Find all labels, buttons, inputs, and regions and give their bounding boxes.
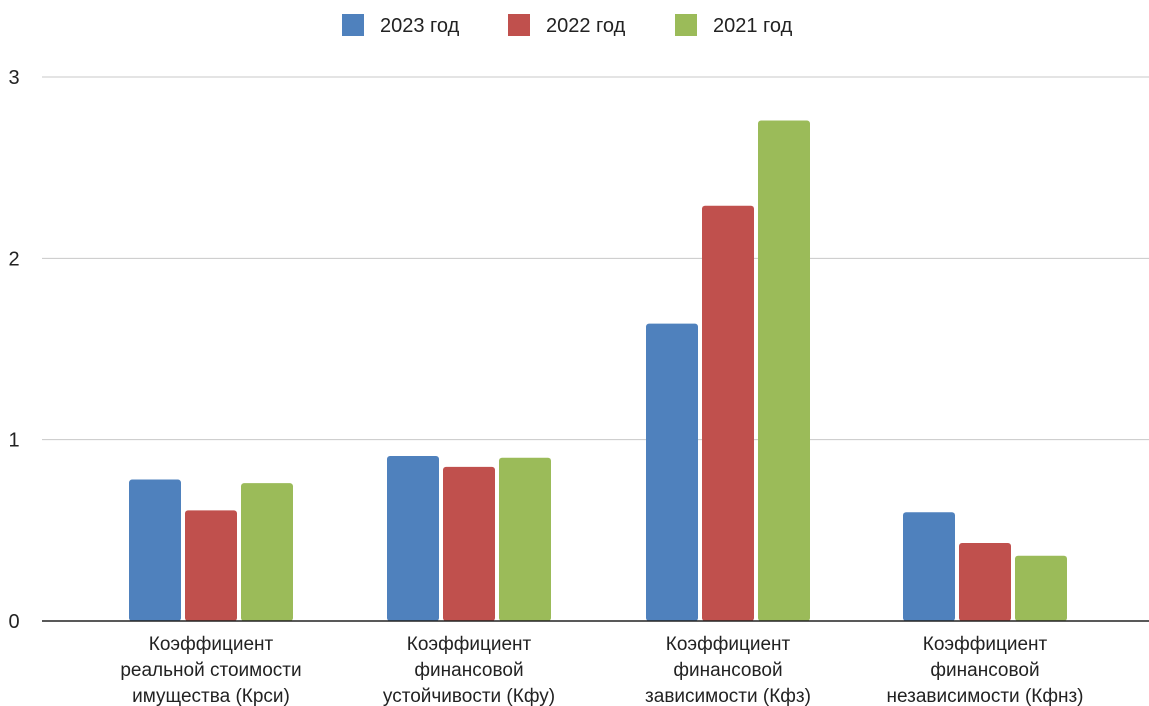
bar-2021-год-2 — [758, 120, 810, 622]
x-category-label: Коэффициент финансовой независимости (Кфнз… — [886, 634, 1083, 706]
x-category-label-line: финансовой — [930, 660, 1039, 681]
legend-swatch — [675, 14, 697, 36]
legend-label: 2021 год — [713, 15, 793, 37]
bar-2022-год-3 — [959, 543, 1011, 621]
bar-2021-год-1 — [499, 457, 551, 621]
bar-2023-год-3 — [903, 512, 955, 621]
gridlines — [42, 76, 1149, 441]
x-category-label-line: финансовой — [673, 660, 782, 681]
x-category-label: Коэффициент реальной стоимости имущества (… — [120, 634, 301, 706]
legend-label: 2023 год — [380, 15, 460, 37]
y-axis-ticks: 0 1 2 3 — [8, 67, 19, 633]
legend-swatch — [508, 14, 530, 36]
y-tick-label: 3 — [8, 67, 19, 89]
bar-2023-год-1 — [387, 455, 439, 621]
x-category-label: Коэффициент финансовой устойчивости (Кфу) — [383, 634, 555, 706]
legend-swatch — [342, 14, 364, 36]
bar-2021-год-0 — [241, 483, 293, 621]
bar-2022-год-0 — [185, 510, 237, 621]
x-category-label-line: Коэффициент — [923, 634, 1048, 655]
y-tick-label: 0 — [8, 611, 19, 633]
x-axis-category-labels: Коэффициент реальной стоимости имущества (… — [120, 634, 1083, 706]
bar-2023-год-0 — [129, 479, 181, 621]
x-category-label-line: Коэффициент — [407, 634, 532, 655]
bar-2022-год-1 — [443, 466, 495, 621]
y-tick-label: 2 — [8, 248, 19, 270]
x-category-label-line: Коэффициент — [666, 634, 791, 655]
bar-2021-год-3 — [1015, 555, 1067, 621]
x-category-label: Коэффициент финансовой зависимости (Кфз) — [645, 634, 811, 706]
bar-2022-год-2 — [702, 205, 754, 621]
bar-2023-год-2 — [646, 323, 698, 621]
x-category-label-line: имущества (Крси) — [132, 686, 290, 706]
legend: 2023 год 2022 год 2021 год — [342, 14, 793, 37]
x-category-label-line: Коэффициент — [149, 634, 274, 655]
x-category-label-line: устойчивости (Кфу) — [383, 686, 555, 706]
legend-label: 2022 год — [546, 15, 626, 37]
bars — [129, 120, 1067, 622]
x-category-label-line: независимости (Кфнз) — [886, 686, 1083, 706]
x-category-label-line: реальной стоимости — [120, 660, 301, 681]
y-tick-label: 1 — [8, 430, 19, 452]
x-category-label-line: зависимости (Кфз) — [645, 686, 811, 706]
x-category-label-line: финансовой — [414, 660, 523, 681]
